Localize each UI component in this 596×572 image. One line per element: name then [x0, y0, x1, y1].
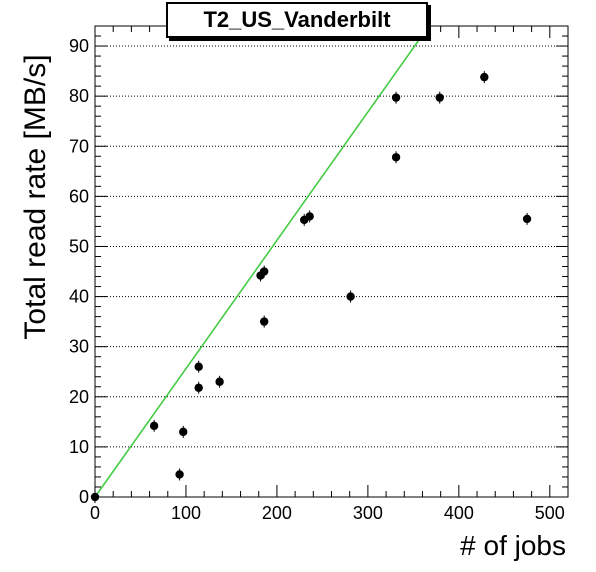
data-point	[259, 267, 269, 276]
data-point	[305, 212, 314, 221]
y-tick-label: 40	[69, 287, 89, 307]
plot-frame	[94, 25, 569, 498]
x-tick-label: 200	[262, 503, 292, 523]
data-point	[90, 492, 100, 502]
x-tick-label: 100	[171, 503, 201, 523]
data-point	[391, 93, 401, 102]
y-tick-label: 90	[69, 36, 89, 56]
y-tick-label: 30	[69, 337, 89, 357]
chart-title: T2_US_Vanderbilt	[166, 2, 428, 38]
data-point	[259, 317, 269, 326]
y-tick-label: 60	[69, 186, 89, 206]
data-point	[346, 292, 355, 301]
y-tick-label: 10	[69, 437, 89, 457]
x-tick-label: 0	[90, 503, 100, 523]
x-tick-label: 400	[444, 503, 474, 523]
y-tick-label: 20	[69, 387, 89, 407]
y-tick-label: 70	[69, 136, 89, 156]
data-point	[435, 93, 444, 102]
data-point	[194, 362, 203, 371]
data-point	[179, 427, 188, 437]
x-tick-label: 300	[353, 503, 383, 523]
y-tick-label: 50	[69, 236, 89, 256]
data-point	[175, 470, 184, 479]
y-tick-label: 0	[79, 487, 89, 507]
data-point	[149, 421, 159, 431]
data-points	[90, 71, 532, 503]
data-point	[391, 153, 401, 162]
grid-lines	[95, 45, 568, 448]
x-tick-label: 500	[535, 503, 565, 523]
data-point	[522, 214, 532, 224]
data-point	[215, 377, 224, 386]
y-axis-label: Total read rate [MB/s]	[19, 54, 52, 340]
data-point	[480, 72, 489, 82]
y-tick-label: 80	[69, 86, 89, 106]
fit-line	[94, 25, 430, 498]
x-axis-label: # of jobs	[460, 530, 566, 561]
tick-labels: 0 10 20 30 40 50 60 70 80 90 0 100 200 300 400 500	[69, 36, 565, 523]
fit-line-group	[94, 25, 430, 498]
data-point	[194, 383, 203, 392]
axis-ticks	[94, 25, 569, 498]
